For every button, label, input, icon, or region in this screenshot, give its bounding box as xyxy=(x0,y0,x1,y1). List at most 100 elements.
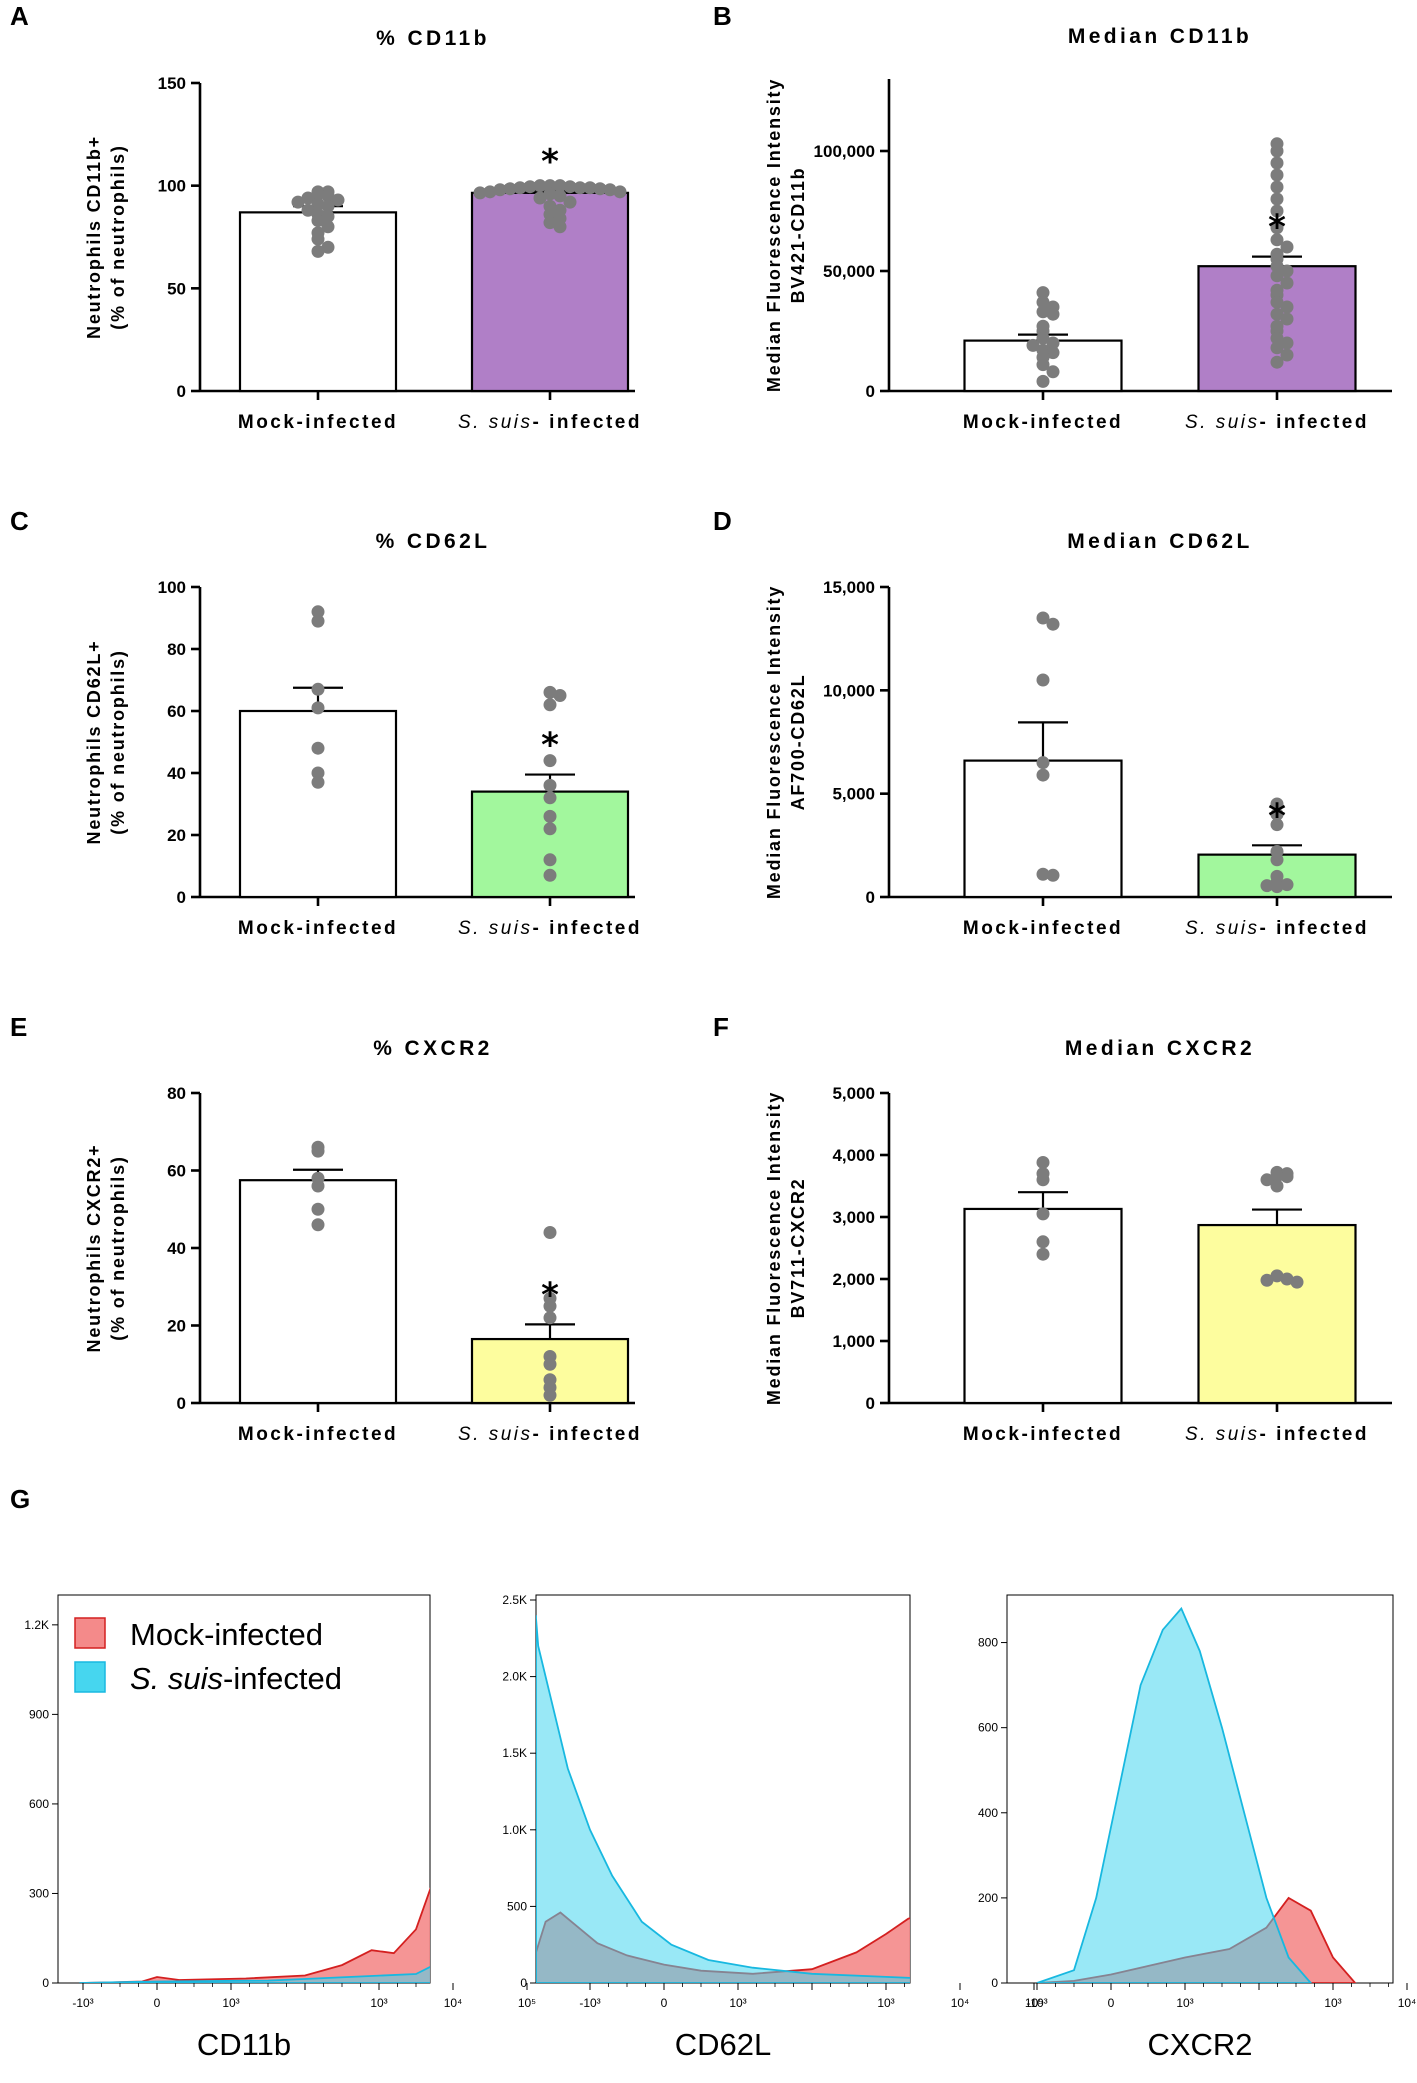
y-tick-label: 100 xyxy=(158,578,186,597)
y-axis-label-b: Median Fluorescence Intensity BV421-CD11b xyxy=(764,78,808,392)
x-axis-label: CXCR2 xyxy=(1147,2027,1252,2062)
category-italic: S. suis xyxy=(458,1424,533,1445)
bar-panel-e: E % CXCR2 Neutrophils CXCR2+ (% of neutroph… xyxy=(10,1012,642,1445)
panel-letter-d: D xyxy=(713,506,732,536)
y-tick-label: 400 xyxy=(978,1806,998,1820)
y-tick-label: 40 xyxy=(167,764,186,783)
data-point xyxy=(1270,295,1284,309)
data-point xyxy=(1270,156,1284,170)
data-point xyxy=(311,605,325,619)
y-tick-label: 900 xyxy=(29,1707,49,1721)
x-axis-label: CD11b xyxy=(197,2027,291,2062)
data-point xyxy=(301,191,315,205)
data-point xyxy=(311,614,325,628)
histogram-area-mock-infected xyxy=(79,1886,430,1983)
y-tick-label: 0 xyxy=(866,1394,875,1413)
x-axis-label: CD62L xyxy=(675,2027,772,2062)
data-point xyxy=(1046,307,1060,321)
x-tick-label: 10⁴ xyxy=(1398,1996,1417,2010)
chart-title-f: Median CXCR2 xyxy=(1065,1037,1255,1060)
data-point xyxy=(1036,756,1050,770)
y-axis-label-line: Median Fluorescence Intensity xyxy=(764,78,784,392)
y-tick-label: 0 xyxy=(177,1394,186,1413)
bar-panel-a: A % CD11b Neutrophils CD11b+ (% of neutroph… xyxy=(10,1,642,433)
y-tick-label: 0 xyxy=(991,1976,998,1990)
data-point xyxy=(1270,233,1284,247)
data-point xyxy=(311,1144,325,1158)
data-point xyxy=(583,181,597,195)
category-italic: S. suis xyxy=(458,412,533,433)
category-rest: - infected xyxy=(533,412,642,433)
x-tick-label: 10³ xyxy=(729,1996,746,2010)
data-point xyxy=(1036,305,1050,319)
data-point xyxy=(311,1218,325,1232)
data-point xyxy=(593,182,607,196)
data-point xyxy=(1270,168,1284,182)
data-point xyxy=(1280,336,1294,350)
data-point xyxy=(543,698,557,712)
data-point xyxy=(311,244,325,258)
data-point xyxy=(1270,355,1284,369)
y-axis-label-line: (% of neutrophils) xyxy=(108,144,128,329)
data-point xyxy=(311,1202,325,1216)
data-point xyxy=(1036,1173,1050,1187)
data-point xyxy=(543,187,557,201)
x-category-label: Mock-infected xyxy=(238,918,398,939)
legend-label-mock-infected: Mock-infected xyxy=(130,1617,323,1652)
data-point xyxy=(301,203,315,217)
data-point xyxy=(311,701,325,715)
data-point xyxy=(311,775,325,789)
x-category-label: S. suis- infected xyxy=(458,918,642,939)
data-point xyxy=(1270,1169,1284,1183)
y-tick-label: 5,000 xyxy=(832,1084,875,1103)
category-rest: - infected xyxy=(533,1424,642,1445)
x-tick-label: 0 xyxy=(1108,1996,1115,2010)
y-axis-label-d: Median Fluorescence Intensity AF700-CD62L xyxy=(764,585,808,899)
x-tick-label: 10³ xyxy=(370,1996,387,2010)
y-tick-label: 0 xyxy=(866,888,875,907)
histogram-frame xyxy=(57,1594,431,1984)
significance-star: * xyxy=(1268,208,1286,248)
chart-title-d: Median CD62L xyxy=(1067,530,1253,553)
legend-italic: S. suis xyxy=(130,1661,223,1696)
y-tick-label: 600 xyxy=(978,1721,998,1735)
data-point xyxy=(1270,807,1284,821)
x-tick-label: 10⁴ xyxy=(951,1996,970,2010)
data-point xyxy=(321,209,335,223)
y-axis-label-line: Neutrophils CXCR2+ xyxy=(84,1144,104,1353)
data-point xyxy=(543,822,557,836)
y-tick-label: 4,000 xyxy=(832,1146,875,1165)
data-point xyxy=(543,1311,557,1325)
data-point xyxy=(543,685,557,699)
legend-swatch-s-suis-infected xyxy=(74,1661,106,1693)
data-point xyxy=(1046,868,1060,882)
y-tick-label: 150 xyxy=(158,74,186,93)
data-point xyxy=(1036,1207,1050,1221)
bar-s-suis-infected xyxy=(1197,1223,1357,1405)
data-point xyxy=(1270,341,1284,355)
bar-panel-b: B Median CD11b Median Fluorescence Intensi… xyxy=(713,1,1392,433)
data-point xyxy=(533,179,547,193)
data-point xyxy=(543,778,557,792)
x-tick-label: -10³ xyxy=(1026,1996,1047,2010)
chart-title-b: Median CD11b xyxy=(1068,25,1252,48)
data-point xyxy=(1026,338,1040,352)
histogram-area-s-suis-infected xyxy=(1036,1606,1312,1983)
y-axis-label-e: Neutrophils CXCR2+ (% of neutrophils) xyxy=(84,1144,128,1353)
y-tick-label: 2.0K xyxy=(502,1670,527,1684)
data-point xyxy=(1036,295,1050,309)
data-point xyxy=(1270,797,1284,811)
data-point xyxy=(483,185,497,199)
significance-star: * xyxy=(541,142,559,182)
data-point xyxy=(1046,617,1060,631)
x-tick-label: -10³ xyxy=(72,1996,93,2010)
y-axis-label-line: (% of neutrophils) xyxy=(108,649,128,834)
chart-title-a: % CD11b xyxy=(376,27,490,50)
data-point xyxy=(543,791,557,805)
x-tick-label: 0 xyxy=(154,1996,161,2010)
data-point xyxy=(543,1388,557,1402)
y-tick-label: 80 xyxy=(167,640,186,659)
y-axis-label-c: Neutrophils CD62L+ (% of neutrophils) xyxy=(84,640,128,845)
